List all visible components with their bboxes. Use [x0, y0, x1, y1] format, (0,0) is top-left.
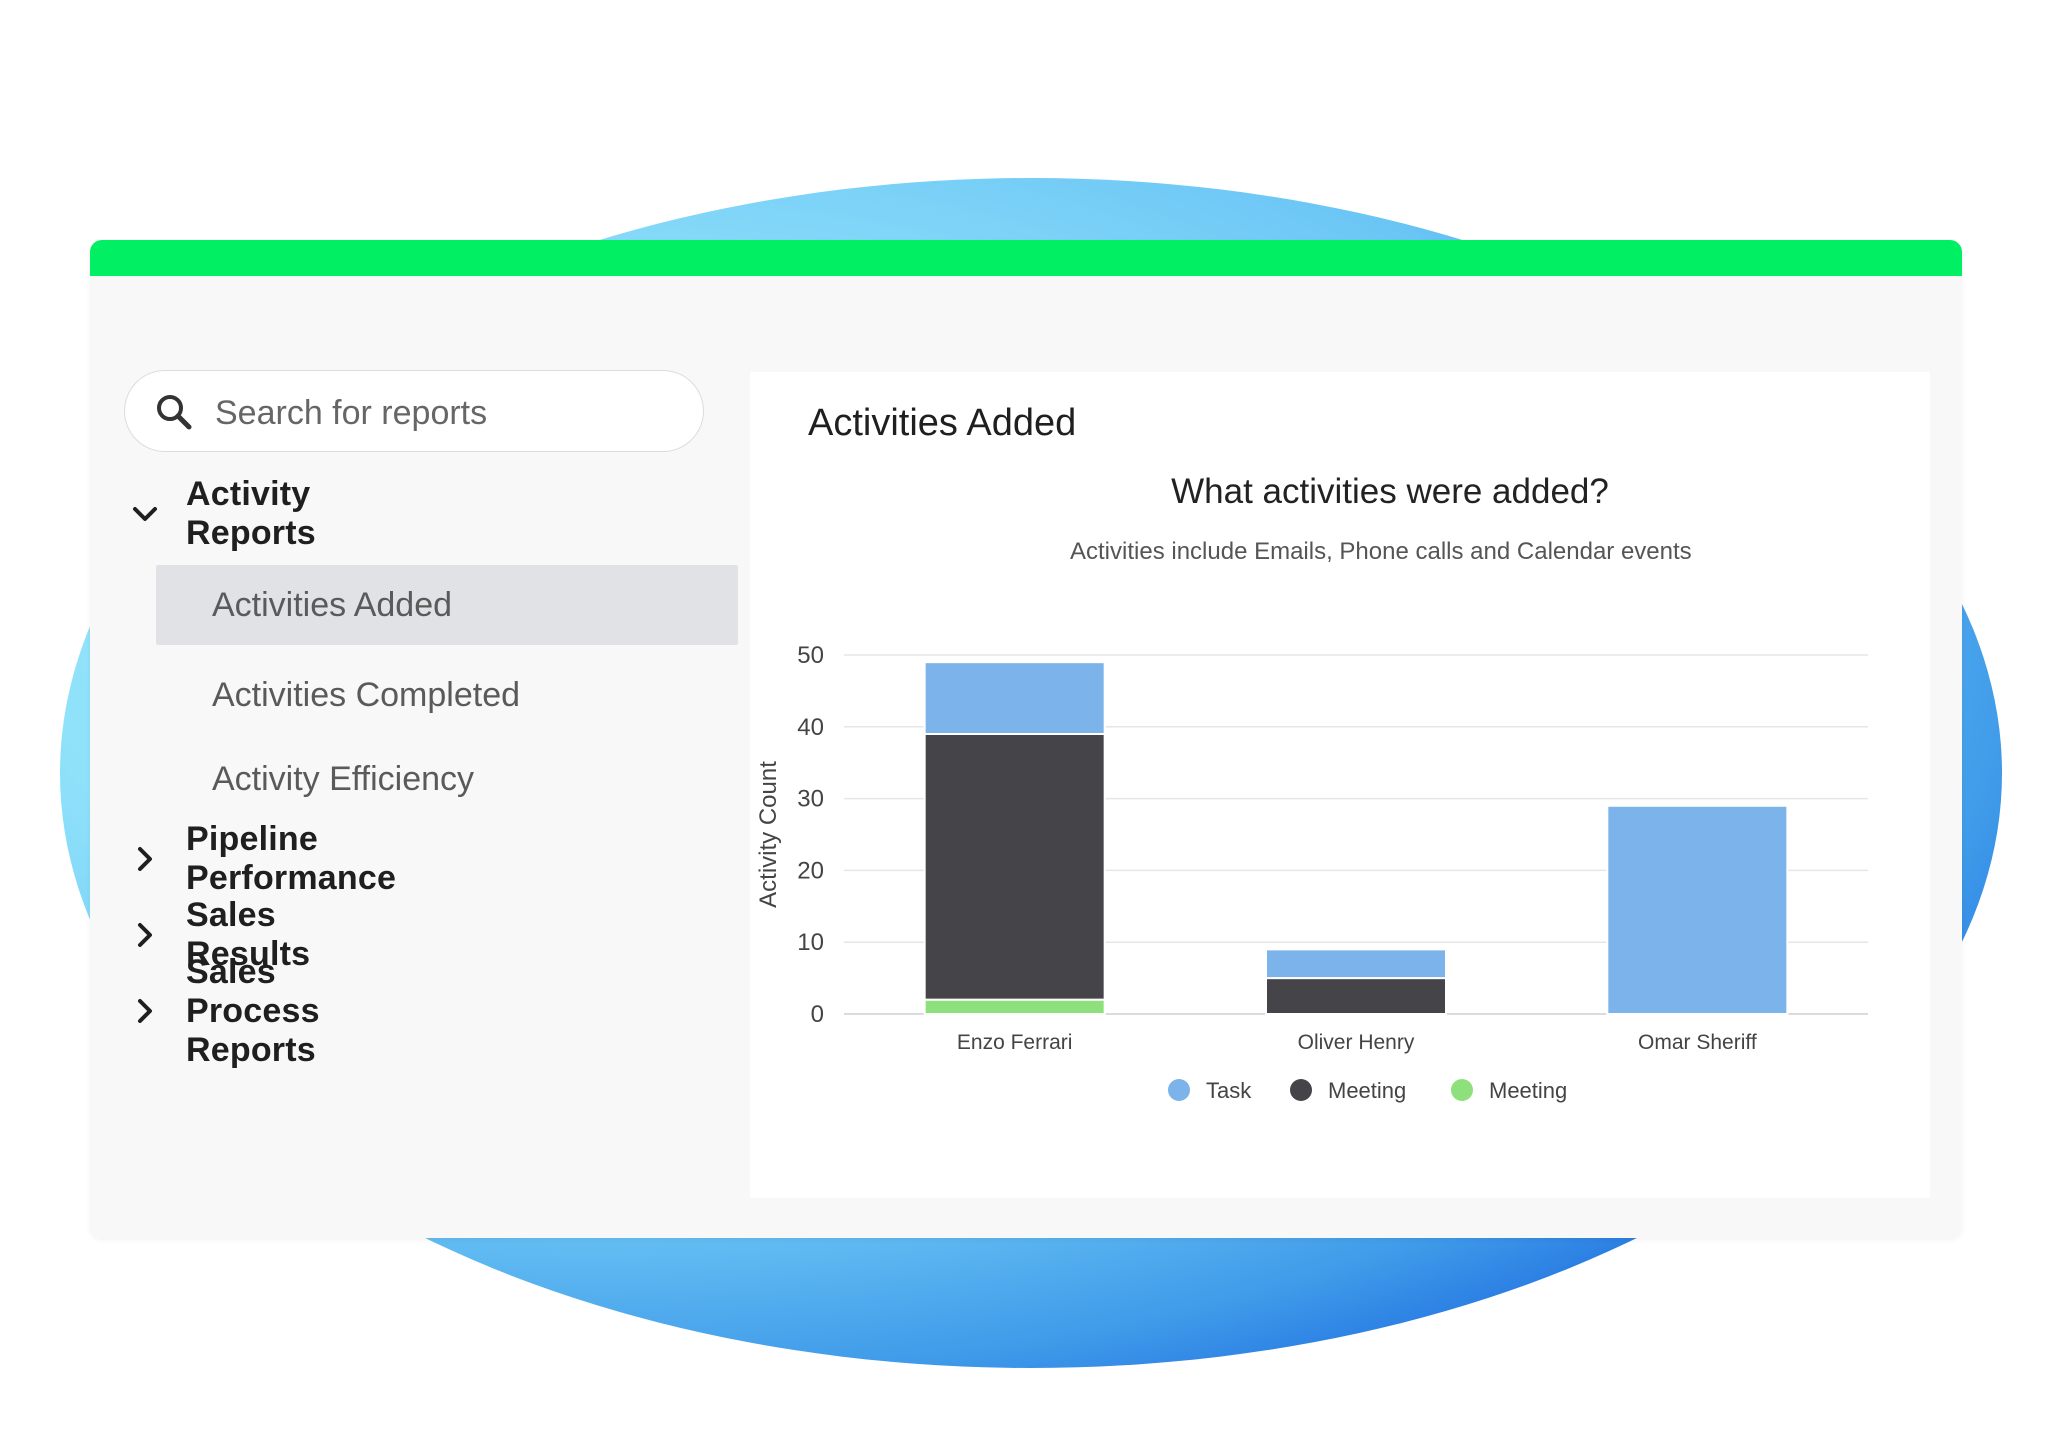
nav-group-pipeline-performance[interactable]: Pipeline Performance — [130, 820, 396, 897]
bar-segment — [1606, 804, 1789, 1015]
app-window: Activity Reports Activities Added Activi… — [90, 240, 1962, 1238]
panel-title: Activities Added — [808, 402, 1077, 444]
y-tick-label: 0 — [811, 1001, 824, 1028]
legend-label: Meeting — [1328, 1078, 1406, 1103]
chevron-right-icon — [130, 844, 160, 874]
nav-item-activity-efficiency[interactable]: Activity Efficiency — [156, 739, 738, 819]
legend-label: Task — [1206, 1078, 1252, 1103]
chevron-right-icon — [130, 920, 160, 950]
chart-title: What activities were added? — [1171, 472, 1609, 511]
legend-marker — [1451, 1079, 1473, 1101]
nav-item-label: Activity Efficiency — [212, 759, 475, 798]
x-tick-label: Omar Sheriff — [1638, 1031, 1757, 1054]
search-input[interactable] — [213, 387, 677, 439]
search-box[interactable] — [124, 370, 704, 452]
y-tick-label: 30 — [797, 786, 824, 813]
nav-item-label: Activities Completed — [212, 675, 521, 714]
legend-label: Meeting — [1489, 1078, 1567, 1103]
nav-item-activities-completed[interactable]: Activities Completed — [156, 655, 738, 735]
nav-group-label: Sales Results — [186, 896, 311, 973]
nav-group-sales-results[interactable]: Sales Results — [130, 896, 310, 973]
y-axis-label: Activity Count — [755, 761, 782, 908]
y-tick-label: 40 — [797, 714, 824, 741]
y-tick-label: 50 — [797, 642, 824, 669]
legend-marker — [1290, 1079, 1312, 1101]
x-tick-label: Enzo Ferrari — [957, 1031, 1073, 1054]
y-tick-label: 20 — [797, 857, 824, 884]
x-tick-label: Oliver Henry — [1298, 1031, 1415, 1054]
activities-chart: 0 10 20 30 40 50 Activity Count Enzo Ferrari Oli… — [755, 642, 1868, 1103]
bar-segment — [923, 732, 1106, 1001]
search-icon — [157, 395, 192, 430]
chart-subtitle: Activities include Emails, Phone calls a… — [1070, 538, 1692, 565]
bar-segment — [923, 661, 1106, 735]
nav-group-activity-reports[interactable]: Activity Reports — [130, 475, 316, 552]
chevron-down-icon — [130, 499, 160, 529]
bar-segment — [1265, 948, 1447, 980]
bar-segment — [1265, 977, 1447, 1015]
nav-group-label: Activity Reports — [186, 475, 316, 552]
top-accent-bar — [90, 240, 1962, 276]
nav-item-activities-added[interactable]: Activities Added — [156, 565, 738, 645]
chevron-right-icon — [130, 996, 160, 1026]
bar-segment — [923, 998, 1106, 1016]
y-tick-label: 10 — [797, 929, 824, 956]
nav-group-label: Pipeline Performance — [186, 820, 397, 897]
nav-item-label: Activities Added — [212, 585, 453, 624]
legend-marker — [1168, 1079, 1190, 1101]
nav-group-sales-process-reports[interactable]: Sales Process Reports — [130, 953, 320, 1069]
report-panel: Activities Added What activities were ad… — [750, 372, 1930, 1198]
nav-group-label: Sales Process Reports — [186, 952, 320, 1069]
